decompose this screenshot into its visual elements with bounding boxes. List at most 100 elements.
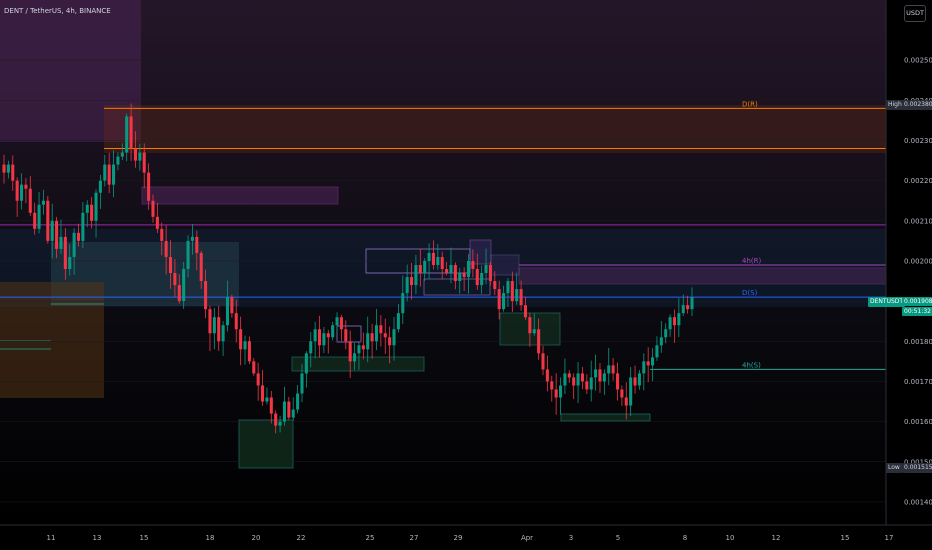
candle-body xyxy=(642,361,646,374)
candle-body xyxy=(370,333,374,342)
candle-body xyxy=(392,329,396,346)
4h-resistance-zone xyxy=(518,267,887,285)
candle-body xyxy=(510,281,514,302)
candle-body xyxy=(112,164,116,185)
candle-body xyxy=(629,377,633,406)
candle-body xyxy=(462,273,466,278)
candle-body xyxy=(659,337,663,346)
candle-body xyxy=(221,325,225,342)
candle-body xyxy=(138,152,142,161)
candle-body xyxy=(208,309,212,334)
candle-body xyxy=(550,381,554,390)
candle-body xyxy=(41,200,45,205)
candle-body xyxy=(537,329,541,354)
x-tick-label: 20 xyxy=(252,534,261,542)
candle-body xyxy=(585,381,589,390)
candle-body xyxy=(602,373,606,382)
candle-body xyxy=(681,305,685,314)
candle-body xyxy=(265,397,269,402)
candle-body xyxy=(247,341,251,362)
candle-body xyxy=(151,200,155,217)
candle-body xyxy=(361,345,365,350)
candle-body xyxy=(620,389,624,398)
x-tick-label: 13 xyxy=(93,534,102,542)
candle-body xyxy=(458,273,462,282)
candle-body xyxy=(160,228,164,241)
candle-body xyxy=(646,361,650,366)
candle-body xyxy=(567,373,571,378)
candle-body xyxy=(11,164,15,181)
candle-body xyxy=(471,260,475,270)
candle-body xyxy=(410,277,414,286)
candle-body xyxy=(598,369,602,382)
candle-body xyxy=(637,373,641,386)
candle-body xyxy=(572,377,576,386)
candle-body xyxy=(252,361,256,374)
candle-body xyxy=(497,289,501,310)
candle-body xyxy=(493,281,497,290)
candle-body xyxy=(357,345,361,354)
candle-body xyxy=(116,156,120,165)
x-tick-label: 25 xyxy=(366,534,375,542)
candle-body xyxy=(431,252,435,265)
x-tick-label: 12 xyxy=(772,534,781,542)
candle-body xyxy=(230,297,234,314)
candle-body xyxy=(282,401,286,422)
candle-body xyxy=(278,421,282,426)
candle-body xyxy=(554,389,558,398)
candle-body xyxy=(624,397,628,406)
candle-body xyxy=(532,329,536,334)
candle-body xyxy=(37,204,41,229)
x-tick-label: 22 xyxy=(297,534,306,542)
candle-body xyxy=(611,365,615,374)
candle-body xyxy=(94,192,98,221)
level-label: D(S) xyxy=(742,289,758,297)
x-tick-label: Apr xyxy=(521,534,533,542)
candle-body xyxy=(261,385,265,402)
candle-body xyxy=(33,212,37,229)
candle-body xyxy=(690,297,694,310)
demand-zone-4 xyxy=(560,413,651,422)
candle-body xyxy=(90,204,94,221)
candle-body xyxy=(120,152,124,157)
candle-body xyxy=(466,260,471,278)
x-tick-label: 5 xyxy=(616,534,620,542)
candle-body xyxy=(204,281,208,310)
high-value: 0.002380 xyxy=(902,100,932,110)
candle-body xyxy=(217,317,221,342)
candle-body xyxy=(414,264,418,286)
candle-body xyxy=(28,188,32,213)
candle-body xyxy=(76,232,81,241)
candle-body xyxy=(147,172,151,201)
candle-body xyxy=(436,256,440,265)
candle-body xyxy=(63,236,67,270)
candle-body xyxy=(559,385,563,398)
demand-zone-1 xyxy=(238,419,294,469)
candle-body xyxy=(239,329,243,350)
currency-button[interactable]: USDT xyxy=(904,5,926,22)
candle-body xyxy=(225,297,230,326)
candle-body xyxy=(453,264,457,282)
ticker-label: DENTUSDT xyxy=(868,297,906,307)
y-tick-label: 0.001500 xyxy=(904,458,932,466)
daily-resistance-zone xyxy=(104,105,886,153)
low-label: Low xyxy=(886,463,902,473)
low-value: 0.001515 xyxy=(902,463,932,473)
candle-body xyxy=(668,317,672,330)
candle-body xyxy=(107,164,111,185)
candle-body xyxy=(475,269,479,286)
candle-body xyxy=(212,317,216,334)
candle-body xyxy=(331,325,335,338)
candle-body xyxy=(589,377,593,390)
candle-body xyxy=(353,353,357,362)
candle-body xyxy=(24,184,28,189)
candle-body xyxy=(664,329,668,338)
level-label: 4h(S) xyxy=(742,361,761,369)
candle-body xyxy=(190,236,194,241)
candle-body xyxy=(545,369,549,382)
candle-body xyxy=(563,373,567,386)
